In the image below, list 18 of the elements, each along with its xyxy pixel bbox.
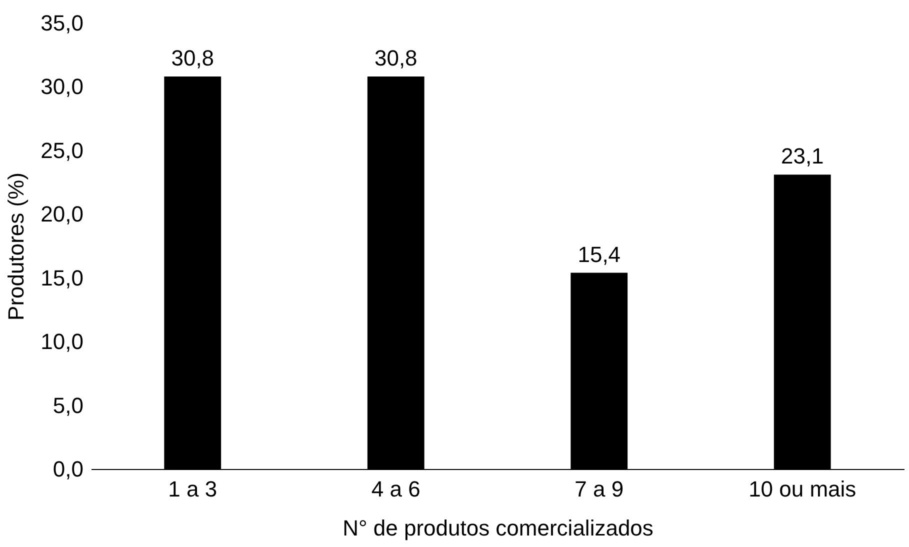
y-tick-label: 25,0 bbox=[40, 138, 84, 163]
data-label: 30,8 bbox=[171, 46, 214, 71]
y-tick-label: 30,0 bbox=[40, 74, 84, 100]
y-tick-label: 20,0 bbox=[40, 202, 84, 227]
data-label: 23,1 bbox=[780, 144, 824, 169]
data-label: 15,4 bbox=[578, 242, 621, 267]
y-tick-label: 5,0 bbox=[52, 392, 84, 418]
data-label: 30,8 bbox=[374, 46, 418, 71]
x-axis-title: N° de produtos comercializados bbox=[342, 516, 654, 540]
y-tick-label: 35,0 bbox=[40, 10, 84, 36]
y-tick-label: 10,0 bbox=[40, 329, 84, 354]
x-tick-label: 1 a 3 bbox=[168, 476, 218, 502]
x-tick-label: 4 a 6 bbox=[371, 476, 420, 502]
x-tick-label: 7 a 9 bbox=[574, 476, 624, 502]
y-tick-label: 0,0 bbox=[52, 456, 84, 482]
x-tick-label: 10 ou mais bbox=[748, 476, 856, 502]
y-axis-title: Produtores (%) bbox=[4, 172, 29, 320]
y-tick-label: 15,0 bbox=[40, 265, 84, 290]
